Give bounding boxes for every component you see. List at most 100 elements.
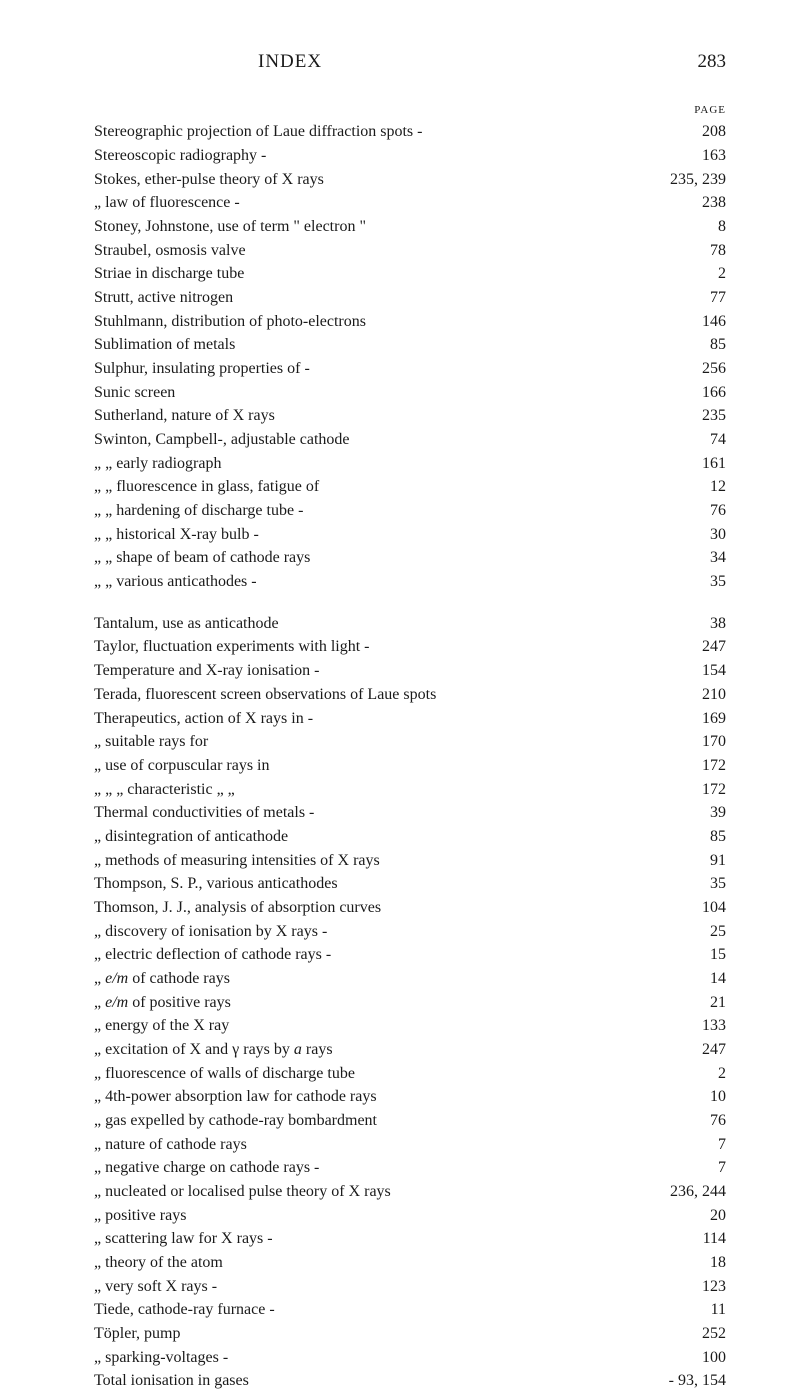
index-entry: „ e/m of positive rays21 [94, 991, 726, 1015]
index-entry: Tiede, cathode-ray furnace -11 [94, 1298, 726, 1322]
index-entry-text: „ electric deflection of cathode rays - [94, 943, 331, 967]
index-entry-text: „ law of fluorescence - [94, 191, 240, 215]
index-entry-text: Stereoscopic radiography - [94, 144, 266, 168]
index-entry: „ sparking-voltages - 100 [94, 1346, 726, 1370]
index-entry: „ electric deflection of cathode rays -1… [94, 943, 726, 967]
index-entry-text: Striae in discharge tube [94, 262, 244, 286]
index-entry-text: Taylor, fluctuation experiments with lig… [94, 635, 370, 659]
index-entry-page: 85 [666, 825, 726, 849]
index-entry: „ theory of the atom 18 [94, 1251, 726, 1275]
index-entry-text: „ e/m of cathode rays [94, 967, 230, 991]
index-entry: Taylor, fluctuation experiments with lig… [94, 635, 726, 659]
index-entry-page: 21 [666, 991, 726, 1015]
index-entry: „ fluorescence of walls of discharge tub… [94, 1062, 726, 1086]
index-entry: Thomson, J. J., analysis of absorption c… [94, 896, 726, 920]
index-entry-text: „ 4th-power absorption law for cathode r… [94, 1085, 377, 1109]
index-entry-text: Tantalum, use as anticathode [94, 612, 279, 636]
index-entry: Stuhlmann, distribution of photo-electro… [94, 310, 726, 334]
index-entry-page: 163 [666, 144, 726, 168]
index-entry-text: „ „ early radiograph [94, 452, 221, 476]
index-entry-page: 104 [666, 896, 726, 920]
index-entry: „ „ various anticathodes -35 [94, 570, 726, 594]
index-entry: „ „ fluorescence in glass, fatigue of12 [94, 475, 726, 499]
index-entry: Thermal conductivities of metals - 39 [94, 801, 726, 825]
index-entry-text: „ sparking-voltages - [94, 1346, 228, 1370]
index-entry: Stereographic projection of Laue diffrac… [94, 120, 726, 144]
index-entry-page: 7 [666, 1156, 726, 1180]
index-entry-text: „ methods of measuring intensities of X … [94, 849, 380, 873]
index-entry: „ „ historical X-ray bulb -30 [94, 523, 726, 547]
index-entry-page: 235 [666, 404, 726, 428]
index-entry-page: 10 [666, 1085, 726, 1109]
index-entry: „ „ „ characteristic „ „ 172 [94, 778, 726, 802]
index-entry-page: 14 [666, 967, 726, 991]
index-entry: „ excitation of X and γ rays by a rays 24… [94, 1038, 726, 1062]
index-entry: „ use of corpuscular rays in 172 [94, 754, 726, 778]
index-entry-text: „ positive rays [94, 1204, 186, 1228]
index-entry-page: 25 [666, 920, 726, 944]
index-entry-page: 35 [666, 872, 726, 896]
index-entry-page: 123 [666, 1275, 726, 1299]
index-entry-text: Stereographic projection of Laue diffrac… [94, 120, 422, 144]
index-entry-text: „ „ hardening of discharge tube - [94, 499, 303, 523]
index-entry-page: 208 [666, 120, 726, 144]
index-entry: „ „ hardening of discharge tube - 76 [94, 499, 726, 523]
index-entry-page: 18 [666, 1251, 726, 1275]
index-entry-text: Straubel, osmosis valve [94, 239, 246, 263]
index-entry: „ negative charge on cathode rays - 7 [94, 1156, 726, 1180]
index-entry-page: 114 [666, 1227, 726, 1251]
index-entry-page: 256 [666, 357, 726, 381]
index-entry-page: 252 [666, 1322, 726, 1346]
index-entry: Thompson, S. P., various anticathodes35 [94, 872, 726, 896]
index-entry-text: Temperature and X-ray ionisation - [94, 659, 319, 683]
index-entry-text: Stokes, ether-pulse theory of X rays [94, 168, 324, 192]
index-entry-page: 247 [666, 635, 726, 659]
index-entry-text: „ „ various anticathodes - [94, 570, 257, 594]
index-entry-page: 236, 244 [666, 1180, 726, 1204]
index-entry-page: 91 [666, 849, 726, 873]
index-entry: „ suitable rays for170 [94, 730, 726, 754]
index-entry: Tantalum, use as anticathode 38 [94, 612, 726, 636]
index-entry-text: Sublimation of metals [94, 333, 235, 357]
index-entry-text: „ excitation of X and γ rays by a rays [94, 1038, 333, 1062]
index-entry-text: „ „ fluorescence in glass, fatigue of [94, 475, 319, 499]
index-entry: Therapeutics, action of X rays in -169 [94, 707, 726, 731]
index-entry: „ positive rays20 [94, 1204, 726, 1228]
index-entry-text: „ theory of the atom [94, 1251, 223, 1275]
index-entry-text: „ nucleated or localised pulse theory of… [94, 1180, 391, 1204]
index-entry-page: 85 [666, 333, 726, 357]
index-entry-text: Thermal conductivities of metals - [94, 801, 314, 825]
index-entry: Sulphur, insulating properties of - 256 [94, 357, 726, 381]
index-entry-text: Töpler, pump [94, 1322, 180, 1346]
index-entry-page: 38 [666, 612, 726, 636]
index-entry-page: 78 [666, 239, 726, 263]
index-entry-page: 172 [666, 778, 726, 802]
index-entry-page: 30 [666, 523, 726, 547]
index-entry-text: „ very soft X rays - [94, 1275, 217, 1299]
index-entry-text: „ discovery of ionisation by X rays - [94, 920, 327, 944]
index-entry-text: „ energy of the X ray [94, 1014, 229, 1038]
index-entry: „ discovery of ionisation by X rays - 25 [94, 920, 726, 944]
index-entry-text: „ gas expelled by cathode-ray bombardmen… [94, 1109, 377, 1133]
index-entry-page: 76 [666, 499, 726, 523]
index-entry-text: „ disintegration of anticathode [94, 825, 288, 849]
index-entry-page: 154 [666, 659, 726, 683]
index-entry-text: „ „ „ characteristic „ „ [94, 778, 235, 802]
index-entry-page: 172 [666, 754, 726, 778]
index-entry-page: 7 [666, 1133, 726, 1157]
index-entry: „ nucleated or localised pulse theory of… [94, 1180, 726, 1204]
index-entry-text: Tiede, cathode-ray furnace - [94, 1298, 275, 1322]
index-entry-page: 39 [666, 801, 726, 825]
index-entry-text: Sulphur, insulating properties of - [94, 357, 310, 381]
index-entry-page: - 93, 154 [666, 1369, 726, 1393]
index-entry-page: 247 [666, 1038, 726, 1062]
index-entry-page: 8 [666, 215, 726, 239]
index-entry: „ energy of the X ray133 [94, 1014, 726, 1038]
index-entry-page: 170 [666, 730, 726, 754]
index-entry-page: 100 [666, 1346, 726, 1370]
index-entry-text: „ fluorescence of walls of discharge tub… [94, 1062, 355, 1086]
index-entry-page: 77 [666, 286, 726, 310]
index-entry-text: „ negative charge on cathode rays - [94, 1156, 319, 1180]
index-entry-page: 210 [666, 683, 726, 707]
index-entry-text: „ use of corpuscular rays in [94, 754, 270, 778]
